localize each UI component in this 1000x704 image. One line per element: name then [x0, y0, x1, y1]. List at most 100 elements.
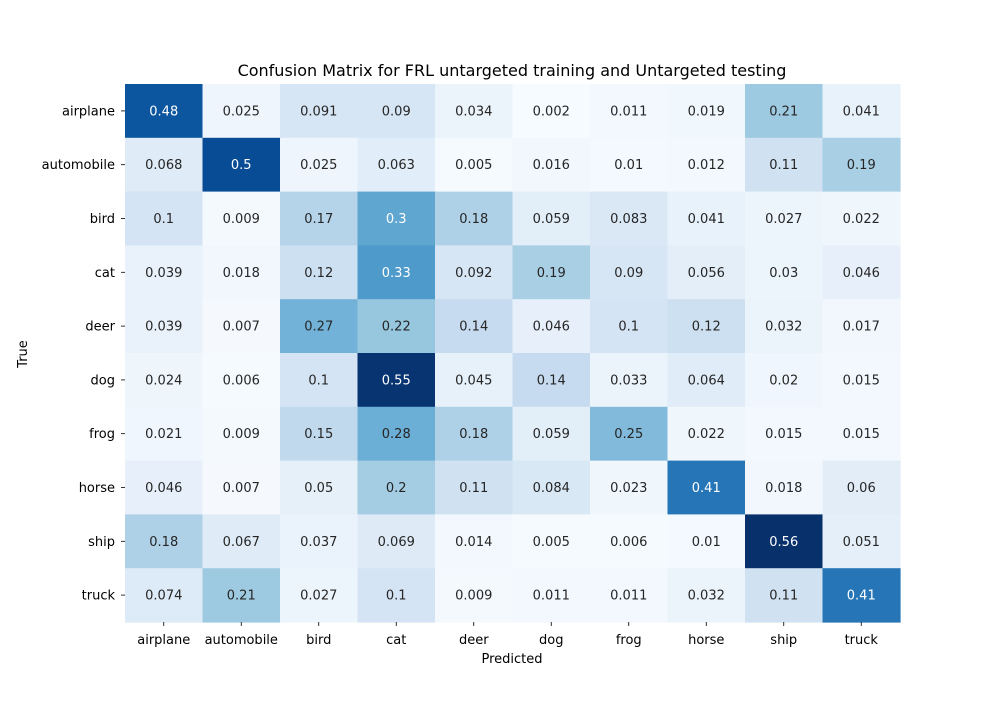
y-tick-label: dog [91, 373, 115, 388]
cell-value-label: 0.15 [304, 427, 333, 442]
heatmap-cell [512, 137, 591, 193]
cell-value-label: 0.074 [145, 589, 182, 604]
cell-value-label: 0.084 [533, 481, 570, 496]
heatmap-cell [125, 299, 204, 354]
heatmap-cell [745, 460, 824, 515]
heatmap-cell [822, 191, 901, 246]
heatmap-cell [822, 84, 901, 139]
cell-value-label: 0.19 [847, 158, 876, 173]
heatmap-cell [357, 245, 436, 300]
cell-value-label: 0.09 [382, 104, 411, 119]
cell-value-label: 0.019 [688, 104, 725, 119]
heatmap-cell [590, 353, 669, 408]
heatmap-cell [590, 568, 669, 623]
cell-value-label: 0.033 [610, 373, 647, 388]
heatmap-cell [590, 460, 669, 515]
cell-value-label: 0.22 [382, 320, 411, 335]
heatmap-cell [667, 514, 746, 569]
cell-value-label: 0.007 [223, 320, 260, 335]
cell-value-label: 0.015 [843, 427, 880, 442]
heatmap-cell [202, 191, 281, 246]
cell-value-label: 0.009 [223, 212, 260, 227]
heatmap-cell [357, 299, 436, 354]
heatmap-cell [822, 568, 901, 623]
heatmap-cell [125, 137, 204, 193]
cell-value-label: 0.039 [145, 320, 182, 335]
cell-value-label: 0.14 [537, 373, 566, 388]
heatmap-cell [125, 191, 204, 246]
cell-value-label: 0.48 [149, 104, 178, 119]
cell-value-label: 0.034 [455, 104, 492, 119]
heatmap-cell [590, 245, 669, 300]
heatmap-cell [590, 84, 669, 139]
cell-value-label: 0.05 [304, 481, 333, 496]
heatmap-cell [667, 568, 746, 623]
cell-value-label: 0.012 [688, 158, 725, 173]
x-tick-label: frog [616, 633, 642, 648]
cell-value-label: 0.032 [765, 320, 802, 335]
cell-value-label: 0.01 [614, 158, 643, 173]
cell-value-label: 0.023 [610, 481, 647, 496]
heatmap-cell [280, 137, 359, 193]
heatmap-cell [435, 353, 514, 408]
cell-value-label: 0.21 [769, 104, 798, 119]
heatmap-cell [822, 299, 901, 354]
cell-value-label: 0.027 [300, 589, 337, 604]
cell-value-label: 0.018 [765, 481, 802, 496]
x-tick-label: dog [539, 633, 563, 648]
heatmap-cell [202, 353, 281, 408]
cell-value-label: 0.032 [688, 589, 725, 604]
heatmap-cell [202, 245, 281, 300]
heatmap-cell [512, 353, 591, 408]
cell-value-label: 0.009 [455, 589, 492, 604]
cell-value-label: 0.18 [459, 212, 488, 227]
cell-value-label: 0.045 [455, 373, 492, 388]
heatmap-cell [357, 84, 436, 139]
heatmap-cell [590, 406, 669, 462]
cell-value-label: 0.33 [382, 266, 411, 281]
heatmap-cell [202, 84, 281, 139]
cell-value-label: 0.046 [533, 320, 570, 335]
heatmap-cell [512, 245, 591, 300]
heatmap-cell [202, 514, 281, 569]
cell-value-label: 0.027 [765, 212, 802, 227]
x-tick-label: cat [386, 633, 406, 648]
cell-value-label: 0.3 [386, 212, 407, 227]
x-tick-label: automobile [205, 633, 278, 648]
cell-value-label: 0.19 [537, 266, 566, 281]
heatmap-cell [435, 568, 514, 623]
heatmap-cell [435, 406, 514, 462]
heatmap-cell [745, 191, 824, 246]
heatmap-cell [667, 406, 746, 462]
heatmap-cell [202, 406, 281, 462]
y-tick-label: bird [90, 212, 115, 227]
cell-value-label: 0.21 [227, 589, 256, 604]
cell-value-label: 0.018 [223, 266, 260, 281]
heatmap-cell [125, 353, 204, 408]
heatmap-cell [745, 137, 824, 193]
cell-value-label: 0.017 [843, 320, 880, 335]
heatmap-cell [202, 299, 281, 354]
heatmap-cell [202, 137, 281, 193]
y-axis-label: True [16, 340, 31, 369]
heatmap-cell [745, 299, 824, 354]
heatmap-cell [435, 514, 514, 569]
heatmap-cell [745, 245, 824, 300]
cell-value-label: 0.005 [455, 158, 492, 173]
cell-value-label: 0.051 [843, 535, 880, 550]
cell-value-label: 0.011 [610, 589, 647, 604]
x-tick-label: bird [306, 633, 331, 648]
y-tick-label: horse [79, 481, 115, 496]
heatmap-cell [125, 245, 204, 300]
cell-value-label: 0.01 [692, 535, 721, 550]
heatmap-cell [822, 353, 901, 408]
heatmap-cells [125, 84, 901, 623]
y-tick-label: cat [95, 266, 115, 281]
heatmap-cell [357, 191, 436, 246]
y-tick-label: truck [82, 589, 116, 604]
cell-value-label: 0.024 [145, 373, 182, 388]
heatmap-cell [280, 245, 359, 300]
heatmap-cell [280, 191, 359, 246]
heatmap-cell [357, 568, 436, 623]
